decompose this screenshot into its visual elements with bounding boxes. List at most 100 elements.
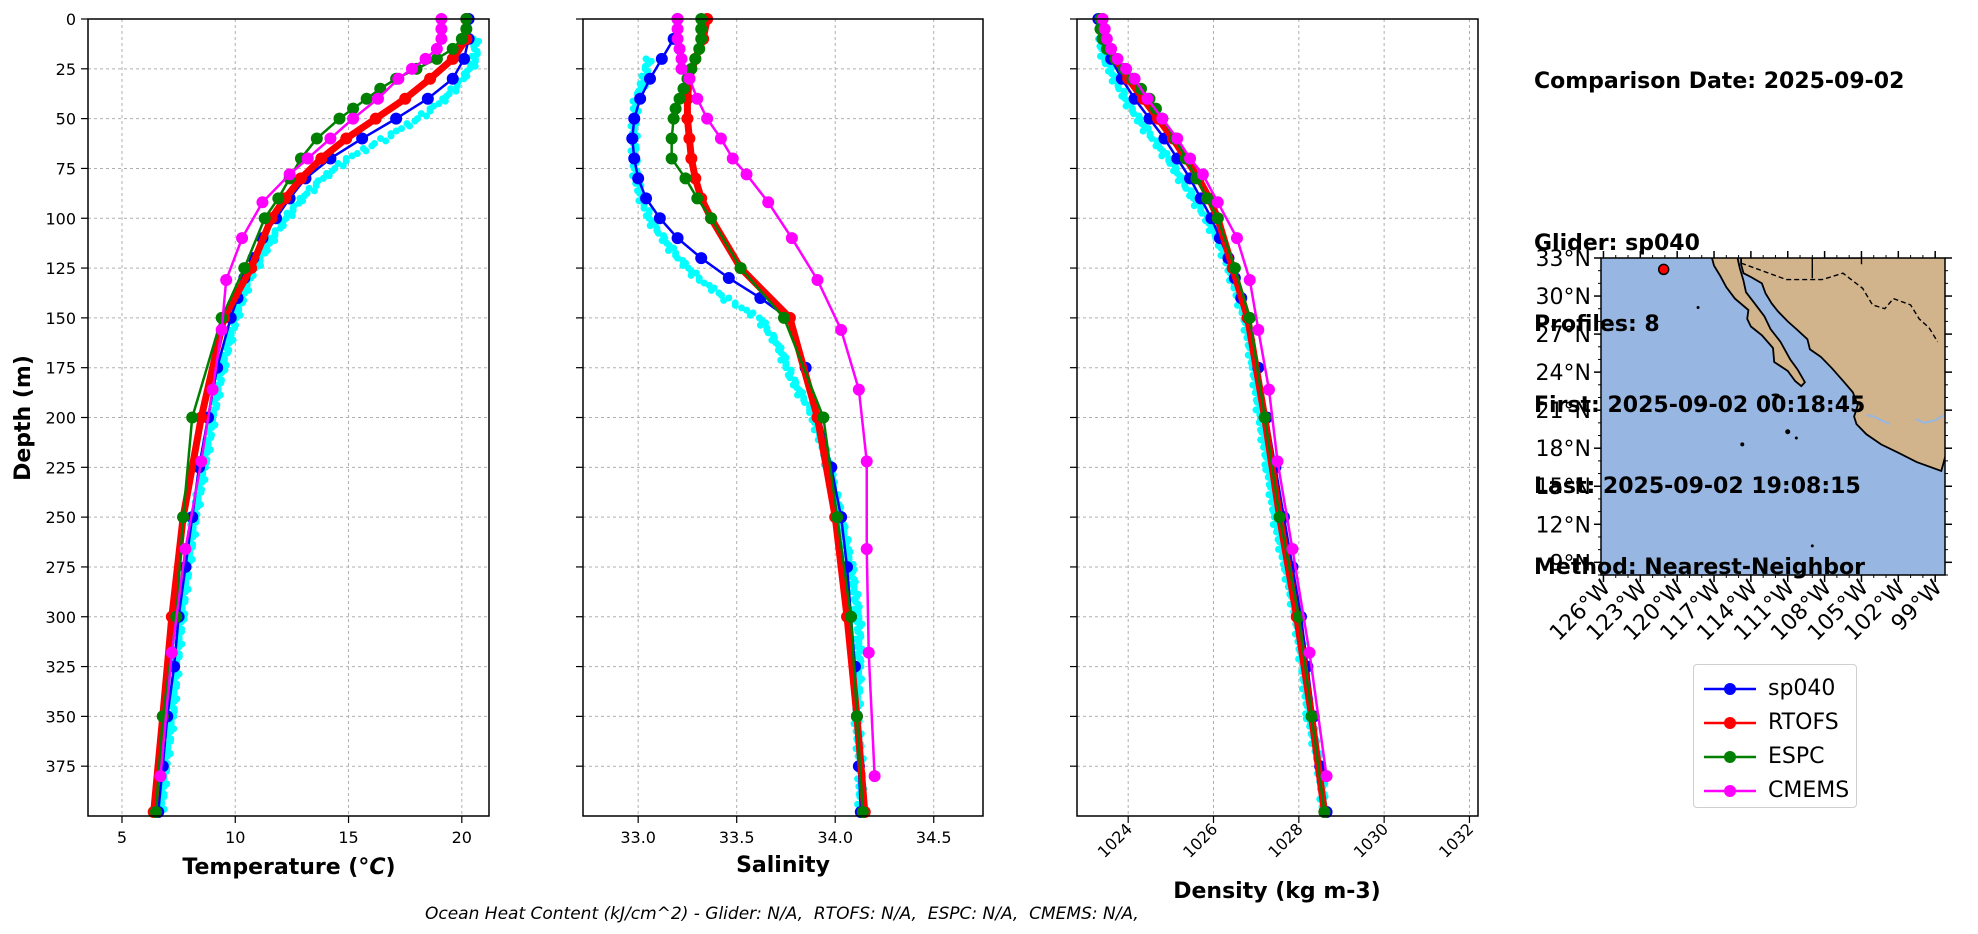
y-tick-label: 300 xyxy=(45,608,76,627)
y-tick-label: 150 xyxy=(45,309,76,328)
x-tick-label: 33.0 xyxy=(620,828,656,847)
legend-label: sp040 xyxy=(1768,676,1836,701)
raw-glider-point xyxy=(224,349,232,357)
raw-glider-point xyxy=(334,159,342,167)
series-point-cmems xyxy=(1098,22,1111,35)
series-point-cmems xyxy=(206,383,219,396)
series-point-sp040 xyxy=(390,112,403,125)
raw-glider-point xyxy=(362,147,370,155)
series-point-cmems xyxy=(154,770,167,783)
series-point-cmems xyxy=(1230,232,1243,245)
series-point-cmems xyxy=(785,232,798,245)
series-point-cmems xyxy=(435,22,448,35)
series-point-cmems xyxy=(435,32,448,45)
series-point-sp040 xyxy=(446,72,459,85)
series-point-cmems xyxy=(860,543,873,556)
x-tick-label: 1032 xyxy=(1435,819,1477,861)
legend-item-rtofs: RTOFS xyxy=(1702,707,1852,737)
series-point-espc xyxy=(817,411,830,424)
series-point-rtofs xyxy=(195,411,208,424)
raw-glider-point xyxy=(423,112,431,120)
y-tick-label: 350 xyxy=(45,707,76,726)
raw-glider-point xyxy=(1139,127,1147,135)
series-point-sp040 xyxy=(632,172,645,185)
y-tick-label: 200 xyxy=(45,409,76,428)
series-point-rtofs xyxy=(294,172,307,185)
series-point-espc xyxy=(844,610,857,623)
series-point-espc xyxy=(455,32,468,45)
raw-glider-point xyxy=(725,294,733,302)
map-island xyxy=(1740,442,1745,447)
map-country-border xyxy=(1740,262,1939,343)
first-time: First: 2025-09-02 00:18:45 xyxy=(1534,393,1866,418)
series-point-espc xyxy=(460,22,473,35)
map-border-line xyxy=(1811,258,1863,279)
raw-glider-point xyxy=(1190,202,1198,210)
series-point-espc xyxy=(272,192,285,205)
raw-glider-point xyxy=(646,222,654,230)
raw-glider-point xyxy=(1108,77,1116,85)
x-tick-label: 1026 xyxy=(1179,819,1221,861)
series-point-espc xyxy=(777,311,790,324)
raw-glider-point xyxy=(1174,177,1182,185)
raw-glider-point xyxy=(435,100,443,108)
map-islands xyxy=(1696,305,1814,548)
raw-glider-point xyxy=(382,137,390,145)
info-panel: Comparison Date: 2025-09-02 Glider: sp04… xyxy=(1534,14,1904,608)
raw-glider-point xyxy=(353,149,361,157)
salinity-xlabel: Salinity xyxy=(736,853,830,878)
series-point-rtofs xyxy=(369,112,382,125)
raw-glider-point xyxy=(743,306,751,314)
series-point-cmems xyxy=(256,196,269,209)
series-point-cmems xyxy=(347,112,360,125)
raw-glider-point xyxy=(640,204,648,212)
raw-glider-point xyxy=(664,247,672,255)
map-island xyxy=(1810,544,1814,548)
series-point-cmems xyxy=(1128,72,1141,85)
series-point-sp040 xyxy=(628,112,641,125)
raw-glider-point xyxy=(1260,443,1268,451)
legend: sp040 RTOFS ESPC CMEMS xyxy=(1693,664,1857,808)
x-tick-label: 1028 xyxy=(1264,819,1306,861)
series-point-rtofs xyxy=(683,132,696,145)
map-lat-label: 33°N xyxy=(1536,247,1591,272)
map-lake xyxy=(1915,414,1945,424)
series-point-sp040 xyxy=(634,92,647,105)
series-point-cmems xyxy=(392,72,405,85)
raw-glider-point xyxy=(325,172,333,180)
raw-glider-point xyxy=(471,62,479,70)
series-point-rtofs xyxy=(689,172,702,185)
series-point-espc xyxy=(446,42,459,55)
map-island xyxy=(1785,429,1791,435)
raw-glider-point xyxy=(806,409,814,417)
depth-ylabel: Depth (m) xyxy=(11,355,36,481)
series-point-cmems xyxy=(673,42,686,55)
y-tick-label: 125 xyxy=(45,259,76,278)
x-tick-label: 15 xyxy=(338,828,358,847)
legend-item-espc: ESPC xyxy=(1702,741,1852,771)
raw-glider-point xyxy=(1115,85,1123,93)
raw-glider-point xyxy=(801,399,809,407)
map-lat-label: 18°N xyxy=(1536,437,1591,462)
series-point-cmems xyxy=(430,42,443,55)
series-point-espc xyxy=(177,511,190,524)
series-point-cmems xyxy=(852,383,865,396)
series-point-cmems xyxy=(1156,112,1169,125)
raw-glider-point xyxy=(1182,184,1190,192)
raw-glider-point xyxy=(1158,152,1166,160)
series-point-cmems xyxy=(419,52,432,65)
legend-label: RTOFS xyxy=(1768,710,1839,735)
series-point-espc xyxy=(831,511,844,524)
raw-glider-point xyxy=(398,125,406,133)
series-point-cmems xyxy=(671,22,684,35)
raw-glider-point xyxy=(707,286,715,294)
series-point-cmems xyxy=(371,92,384,105)
x-tick-label: 10 xyxy=(225,828,245,847)
raw-glider-point xyxy=(756,321,764,329)
series-point-espc xyxy=(1211,212,1224,225)
series-point-sp040 xyxy=(628,152,641,165)
raw-glider-point xyxy=(849,588,857,596)
series-point-cmems xyxy=(811,274,824,287)
raw-glider-point xyxy=(1205,227,1213,235)
